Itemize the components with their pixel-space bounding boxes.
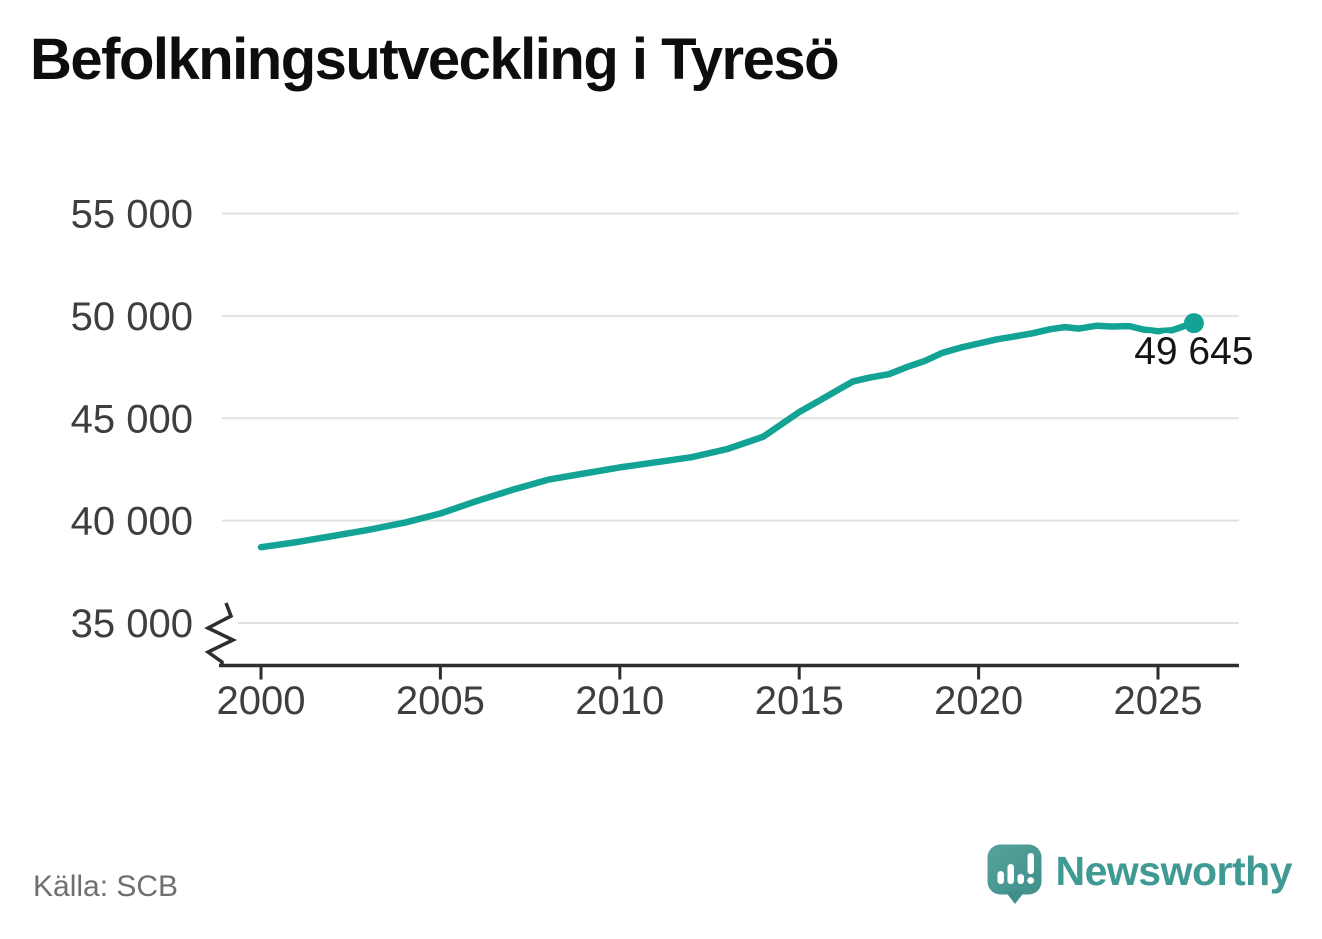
end-value-label: 49 645 [1134,330,1253,373]
logo-bubble-tail [1004,891,1025,904]
source-label: Källa: SCB [33,870,179,903]
y-tick-label-55000: 55 000 [71,193,193,237]
x-tick-label-2015: 2015 [755,679,844,723]
logo-exclamation-dot [1026,877,1034,884]
brand-logo: Newsworthy [986,843,1293,905]
x-tick-label-2000: 2000 [217,679,306,723]
y-tick-label-45000: 45 000 [71,397,193,441]
y-tick-label-35000: 35 000 [71,602,193,646]
logo-bar-1 [997,871,1004,884]
logo-exclamation-bar [1027,853,1034,874]
chart-title: Befolkningsutveckling i Tyresö [30,27,840,92]
y-tick-label-50000: 50 000 [71,295,193,339]
x-tick-label-2005: 2005 [396,679,485,723]
logo-bar-2 [1007,864,1014,884]
x-tick-label-2010: 2010 [575,679,664,723]
x-tick-label-2020: 2020 [934,679,1023,723]
y-tick-label-40000: 40 000 [71,500,193,544]
logo-bar-3 [1017,874,1024,884]
x-tick-label-2025: 2025 [1114,679,1203,723]
population-line [257,319,1198,551]
newsworthy-logo-icon [987,844,1041,904]
brand-name: Newsworthy [1055,847,1293,894]
y-axis-break-zigzag [204,602,238,667]
end-point-dot [1183,313,1204,334]
